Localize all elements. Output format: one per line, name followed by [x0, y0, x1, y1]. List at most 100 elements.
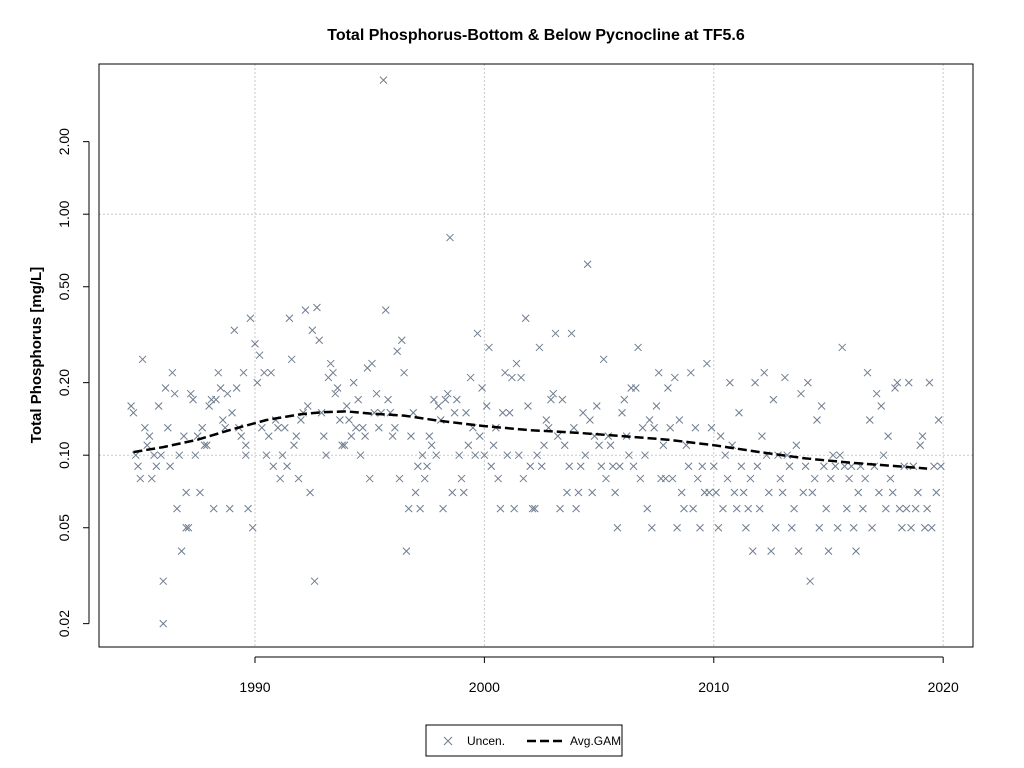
data-point	[175, 451, 184, 460]
data-point	[604, 432, 613, 440]
data-point	[703, 359, 711, 368]
data-point	[847, 462, 856, 471]
data-point	[535, 343, 544, 352]
data-point	[693, 474, 702, 483]
data-point	[686, 368, 695, 377]
data-point	[716, 432, 725, 440]
data-point	[613, 523, 622, 532]
data-point	[368, 359, 376, 368]
data-point	[565, 462, 574, 471]
data-point	[735, 408, 743, 417]
data-point	[540, 441, 548, 450]
data-point	[342, 402, 351, 410]
data-point	[611, 488, 619, 497]
data-point	[792, 441, 801, 450]
data-point	[384, 395, 392, 404]
data-point	[212, 395, 220, 404]
data-point	[402, 547, 411, 555]
data-point	[443, 389, 452, 398]
data-point	[503, 451, 512, 460]
data-point	[930, 462, 938, 471]
data-point	[427, 441, 436, 450]
data-point	[668, 474, 677, 483]
data-point	[441, 395, 450, 404]
data-point	[569, 423, 578, 432]
gam-curve-layer	[133, 410, 928, 470]
y-tick-label: 0.10	[56, 441, 72, 468]
data-point	[863, 368, 872, 377]
data-point	[659, 441, 668, 450]
data-point	[375, 423, 383, 432]
data-point	[129, 408, 138, 417]
data-point	[423, 462, 431, 471]
data-point	[739, 488, 748, 497]
data-point	[159, 577, 168, 586]
data-point	[478, 384, 486, 392]
data-point	[764, 488, 773, 497]
data-point	[170, 389, 179, 398]
data-point	[297, 416, 305, 424]
data-point	[838, 343, 847, 352]
data-point	[801, 462, 810, 471]
data-point	[228, 408, 236, 417]
data-point	[409, 408, 418, 417]
data-point	[920, 523, 929, 532]
data-point	[241, 441, 250, 450]
data-point	[927, 523, 936, 532]
data-point	[666, 423, 675, 432]
data-point	[758, 432, 766, 440]
data-point	[643, 504, 652, 513]
data-point	[448, 488, 457, 497]
data-point	[767, 547, 775, 555]
data-point	[317, 408, 326, 417]
data-point	[519, 474, 528, 483]
data-point	[528, 504, 537, 513]
data-point	[251, 339, 259, 348]
data-point	[163, 423, 172, 432]
data-point	[395, 474, 404, 483]
data-point	[186, 389, 195, 398]
data-point	[494, 474, 503, 483]
data-point	[588, 488, 597, 497]
data-point	[891, 384, 899, 392]
data-point	[810, 474, 819, 483]
y-axis-label: Total Phosphorus [mg/L]	[28, 267, 45, 443]
data-point	[414, 462, 422, 471]
data-point	[480, 451, 489, 460]
data-point	[794, 547, 803, 555]
data-point	[551, 329, 560, 338]
data-point	[255, 351, 264, 360]
data-point	[258, 423, 266, 432]
data-point	[159, 619, 168, 628]
data-point	[865, 416, 874, 424]
data-point	[510, 504, 519, 513]
data-point	[861, 474, 870, 483]
data-point	[618, 408, 626, 417]
data-point	[326, 359, 335, 368]
data-point	[196, 488, 204, 497]
data-point	[615, 462, 624, 471]
y-tick-label: 2.00	[56, 128, 72, 155]
data-point	[934, 416, 943, 424]
data-point	[407, 432, 415, 440]
data-point	[707, 423, 716, 432]
data-point	[184, 523, 193, 532]
data-point	[136, 474, 145, 483]
data-point	[498, 408, 507, 417]
data-point	[147, 474, 156, 483]
data-point	[501, 368, 509, 377]
data-point	[269, 462, 278, 471]
data-point	[574, 488, 583, 497]
gam-curve	[133, 410, 928, 470]
data-point	[932, 488, 941, 497]
data-point	[356, 451, 365, 460]
data-point	[631, 384, 640, 392]
data-point	[303, 402, 312, 410]
data-point	[803, 378, 812, 387]
data-point	[246, 314, 255, 323]
data-point	[514, 451, 523, 460]
data-point	[790, 504, 798, 513]
y-tick-label: 0.20	[56, 369, 72, 396]
data-point	[241, 451, 250, 460]
data-point	[748, 547, 757, 555]
